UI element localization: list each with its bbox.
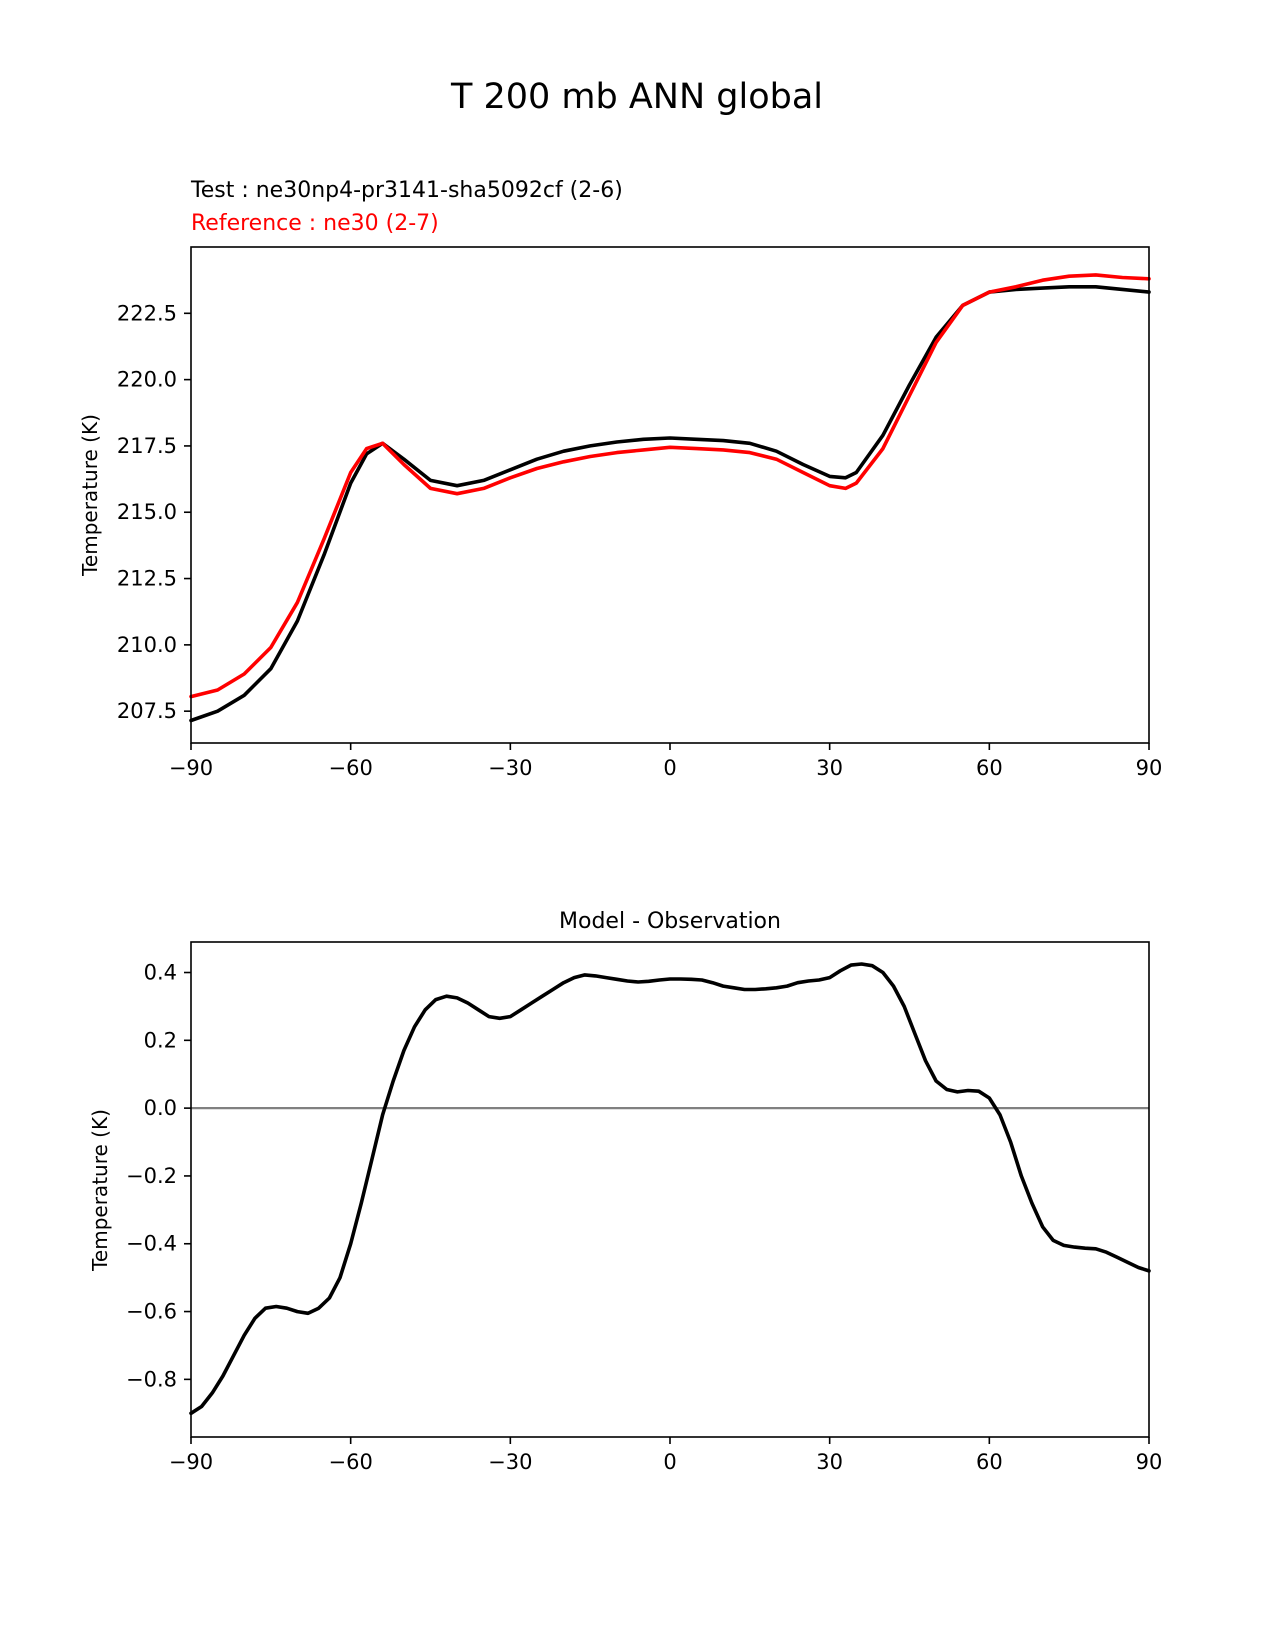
bottom-chart-title: Model - Observation xyxy=(559,909,781,934)
bottom-x-tick-label: −60 xyxy=(329,1450,373,1474)
bottom-y-tick-label: −0.8 xyxy=(126,1367,177,1391)
top-x-tick-label: −30 xyxy=(488,756,532,780)
bottom-x-tick-label: 60 xyxy=(976,1450,1003,1474)
bottom-series-line-0 xyxy=(189,962,1151,1416)
bottom-y-tick-label: −0.6 xyxy=(126,1300,177,1324)
figure-title: T 200 mb ANN global xyxy=(450,77,823,117)
top-x-tick-label: 60 xyxy=(976,756,1003,780)
top-x-tick-label: −60 xyxy=(329,756,373,780)
top-plot-area: −90 −60 −30 0 30 60 90 207.5 210.0 212.5 215.0 217.… xyxy=(117,246,1163,780)
reference-label: Reference : ne30 (2-7) xyxy=(191,211,439,236)
bottom-x-tick-label: −90 xyxy=(169,1450,213,1474)
top-x-tick-label: 30 xyxy=(816,756,843,780)
test-label: Test : ne30np4-pr3141-sha5092cf (2-6) xyxy=(190,178,623,203)
top-y-tick-label: 217.5 xyxy=(117,434,177,458)
top-chart-panel: −90 −60 −30 0 30 60 90 207.5 210.0 212.5 215.0 217.… xyxy=(78,246,1163,780)
top-x-tick-label: 90 xyxy=(1136,756,1163,780)
top-y-tick-label: 212.5 xyxy=(117,567,177,591)
bottom-y-tick-label: −0.2 xyxy=(126,1164,177,1188)
top-y-tick-label: 210.0 xyxy=(117,633,177,657)
top-y-tick-label: 207.5 xyxy=(117,699,177,723)
bottom-x-tick-label: 30 xyxy=(816,1450,843,1474)
bottom-x-tick-label: 90 xyxy=(1136,1450,1163,1474)
bottom-y-tick-label: 0.2 xyxy=(144,1028,177,1052)
bottom-y-tick-label: 0.0 xyxy=(144,1096,177,1120)
top-y-tick-label: 222.5 xyxy=(117,301,177,325)
bottom-chart-panel: Model - Observation −90 −60 −30 0 30 60 90 −0.8… xyxy=(88,909,1162,1474)
bottom-x-tick-label: −30 xyxy=(488,1450,532,1474)
bottom-x-tick-label: 0 xyxy=(663,1450,676,1474)
bottom-plot-area: −90 −60 −30 0 30 60 90 −0.8 −0.6 −0.4 −0.2 0.0 0.2 0.… xyxy=(126,941,1163,1474)
bottom-y-tick-label: −0.4 xyxy=(126,1232,177,1256)
top-y-tick-label: 220.0 xyxy=(117,368,177,392)
bottom-y-tick-label: 0.4 xyxy=(144,961,177,985)
top-y-axis-label: Temperature (K) xyxy=(78,414,102,577)
top-x-tick-label: −90 xyxy=(169,756,213,780)
top-x-tick-label: 0 xyxy=(663,756,676,780)
top-y-tick-label: 215.0 xyxy=(117,500,177,524)
top-series-line-1 xyxy=(189,273,1151,699)
bottom-y-axis-label: Temperature (K) xyxy=(88,1109,112,1272)
